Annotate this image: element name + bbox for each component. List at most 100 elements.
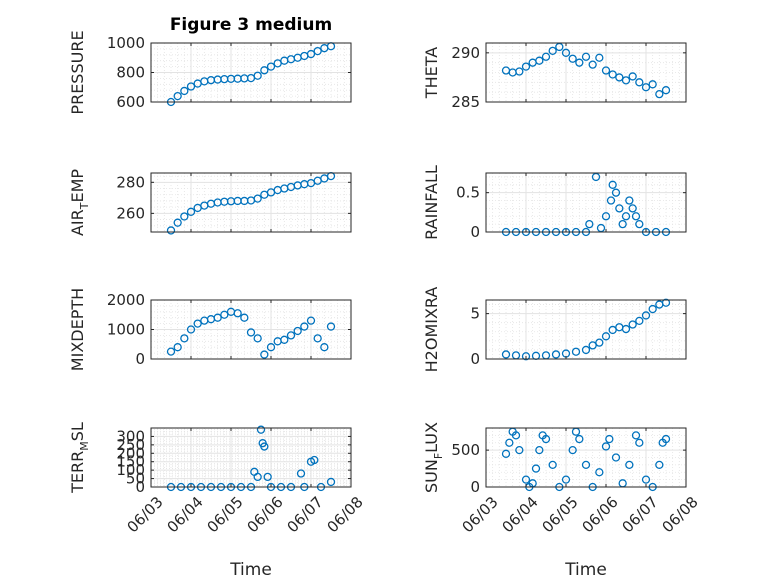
- y-tick-label: 0: [135, 350, 145, 368]
- y-axis-label: RAINFALL: [422, 165, 441, 240]
- y-tick-label: 300: [116, 427, 145, 445]
- data-point: [320, 343, 329, 352]
- y-axis-label: SUNFLUX: [422, 422, 445, 493]
- x-tick-label: 06/07: [618, 493, 661, 536]
- data-point: [541, 52, 551, 61]
- data-point: [661, 298, 671, 307]
- data-point: [180, 86, 189, 96]
- data-point: [595, 468, 604, 477]
- y-tick-label: 0: [470, 478, 480, 496]
- data-point: [521, 62, 531, 71]
- data-point: [266, 343, 276, 352]
- data-point: [625, 196, 634, 205]
- axes-box: [485, 427, 687, 488]
- y-tick-label: 50: [126, 470, 145, 488]
- data-point: [173, 218, 182, 227]
- data-point: [511, 431, 521, 440]
- data-point: [166, 226, 176, 235]
- data-point: [310, 455, 319, 465]
- data-point: [641, 83, 651, 92]
- data-point: [280, 335, 289, 344]
- y-tick-label: 0: [470, 223, 480, 241]
- data-point: [326, 322, 336, 331]
- data-point: [628, 72, 637, 81]
- data-point: [608, 180, 617, 189]
- data-point: [628, 204, 637, 213]
- data-point: [641, 475, 651, 484]
- data-point: [561, 48, 571, 57]
- data-point: [615, 204, 624, 213]
- figure-title: Figure 3 medium: [170, 15, 332, 35]
- data-point: [585, 219, 594, 229]
- data-point: [260, 66, 269, 75]
- data-point: [260, 442, 269, 451]
- chart-panel-7: 05010015020025030006/0306/0406/0506/0606…: [68, 422, 367, 580]
- data-point: [313, 334, 322, 343]
- data-point: [581, 52, 591, 61]
- data-point: [263, 472, 272, 482]
- data-point: [535, 445, 544, 455]
- data-point: [253, 194, 262, 203]
- data-point: [631, 212, 641, 221]
- y-axis-label: AIRTEMP: [68, 169, 91, 236]
- data-point: [246, 328, 256, 337]
- data-point: [588, 341, 597, 350]
- chart-panel-6: 0 5 H2OMIXRA: [422, 287, 687, 373]
- y-tick-label: 1000: [107, 321, 145, 339]
- data-point: [286, 331, 296, 340]
- data-point: [581, 345, 591, 355]
- data-point: [501, 350, 511, 359]
- data-point: [313, 46, 322, 56]
- y-tick-label: 600: [116, 93, 145, 111]
- data-point: [180, 334, 189, 343]
- data-point: [326, 477, 336, 487]
- data-point: [515, 67, 524, 76]
- data-point: [521, 352, 531, 361]
- data-point: [635, 316, 644, 326]
- data-point: [173, 91, 182, 101]
- data-point: [561, 475, 571, 484]
- data-point: [605, 434, 614, 444]
- data-point: [501, 449, 511, 458]
- data-point: [655, 460, 664, 470]
- data-point: [186, 82, 196, 91]
- data-point: [548, 46, 557, 56]
- data-point: [551, 350, 561, 359]
- y-axis-label: MIXDEPTH: [68, 288, 87, 371]
- y-axis-label: THETA: [422, 47, 441, 99]
- data-point: [213, 313, 222, 322]
- data-point: [253, 334, 262, 343]
- data-point: [306, 49, 316, 59]
- axes-box: [485, 42, 687, 103]
- x-tick-label: 06/05: [203, 493, 246, 536]
- chart-panel-2: 285 290 THETA: [422, 42, 687, 111]
- y-axis-label: TERRMSL: [68, 422, 91, 494]
- data-point: [641, 311, 651, 320]
- y-tick-label: 260: [116, 204, 145, 222]
- data-point: [173, 343, 182, 352]
- data-point: [575, 58, 584, 67]
- data-point: [186, 325, 196, 334]
- y-tick-label: 280: [116, 173, 145, 191]
- data-point: [621, 76, 631, 85]
- y-axis-label: H2OMIXRA: [422, 287, 441, 373]
- data-point: [266, 62, 276, 71]
- data-point: [193, 319, 202, 328]
- data-point: [615, 73, 624, 82]
- x-axis-label: Time: [229, 560, 272, 580]
- data-point: [611, 188, 621, 197]
- y-tick-label: 0.5: [456, 184, 480, 202]
- data-point: [611, 453, 621, 462]
- data-point: [260, 350, 269, 359]
- data-point: [531, 464, 541, 473]
- chart-panel-5: 0 1000 2000 MIXDEPTH: [68, 288, 352, 371]
- x-tick-label: 06/04: [498, 493, 541, 536]
- data-point: [648, 304, 657, 314]
- data-point: [535, 56, 544, 65]
- axes-box: [485, 172, 687, 233]
- axes-box: [150, 172, 352, 233]
- data-point: [220, 310, 229, 319]
- axes-box: [485, 299, 687, 360]
- data-point: [648, 80, 657, 89]
